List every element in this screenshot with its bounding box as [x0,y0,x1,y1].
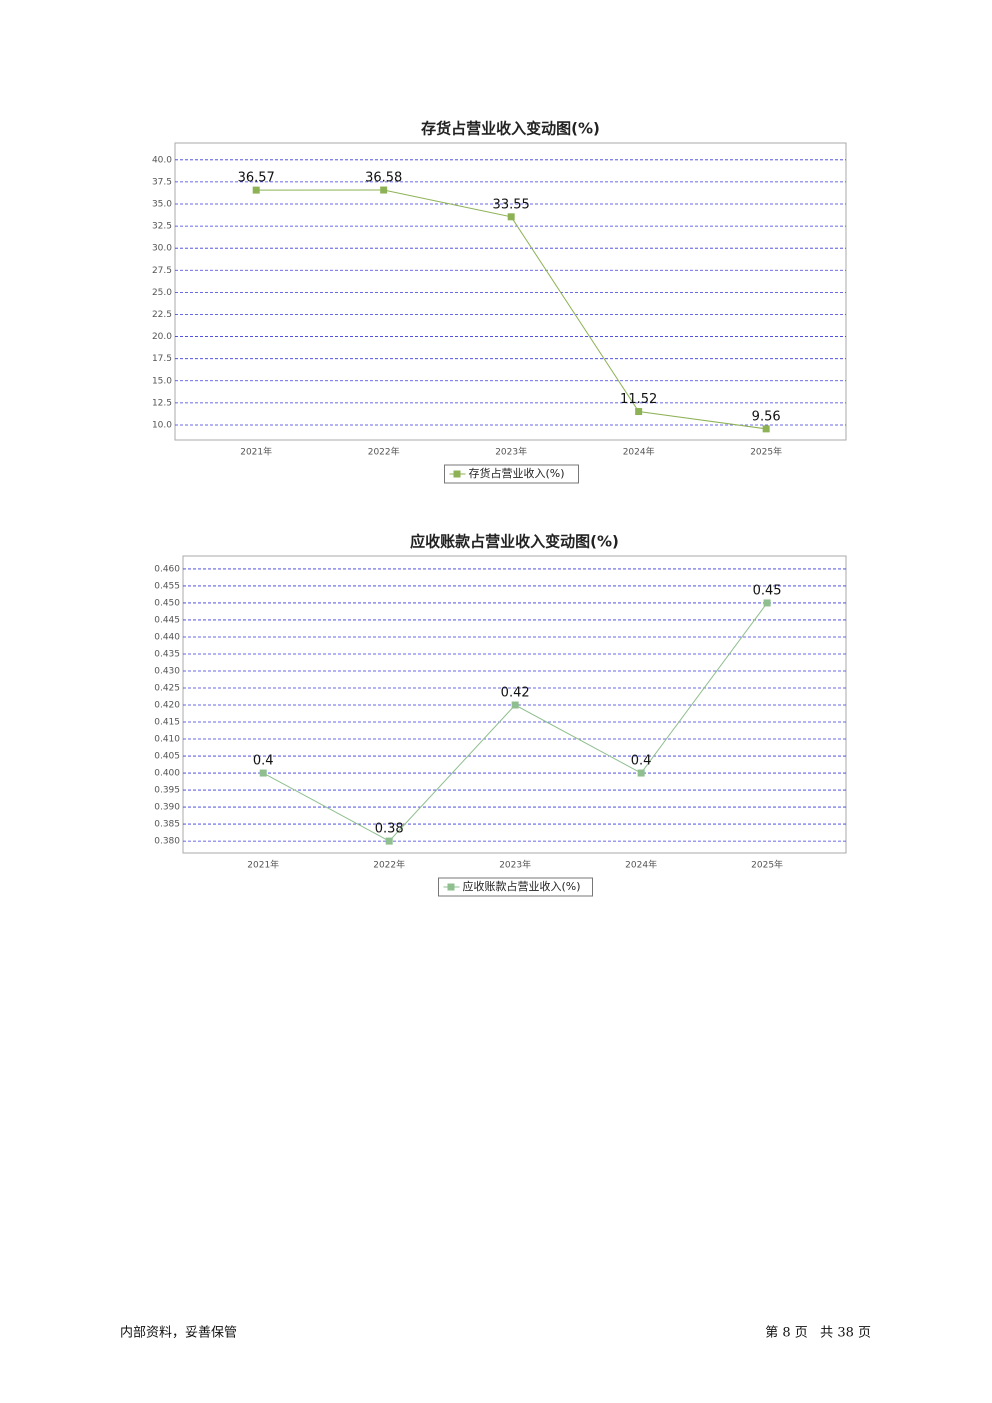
y-tick-label: 0.430 [154,666,180,676]
y-tick-label: 0.390 [154,803,180,813]
data-label: 36.58 [365,171,402,186]
y-tick-label: 0.460 [154,564,180,574]
marker [635,408,643,416]
x-tick-label: 2024年 [625,859,657,871]
marker [507,213,515,221]
chart-title: 存货占营业收入变动图(%) [421,120,600,138]
y-tick-label: 0.405 [154,752,180,762]
x-tick-label: 2022年 [373,859,405,871]
legend-label: 存货占营业收入(%) [469,466,565,480]
y-tick-label: 0.435 [154,649,180,659]
marker [762,425,770,433]
y-tick-label: 20.0 [152,332,172,342]
y-tick-label: 37.5 [152,177,172,187]
marker [637,769,645,777]
footer-note: 内部资料，妥善保管 [120,1325,237,1341]
y-tick-label: 0.410 [154,735,180,745]
legend-box [444,464,579,484]
data-label: 33.55 [493,197,530,212]
x-tick-label: 2024年 [623,446,655,458]
chart-title: 应收账款占营业收入变动图(%) [410,533,619,551]
data-label: 36.57 [238,171,275,186]
data-label: 0.45 [753,583,782,598]
x-tick-label: 2025年 [750,446,782,458]
marker [763,599,771,607]
y-tick-label: 27.5 [152,266,172,276]
y-tick-label: 0.400 [154,769,180,779]
data-label: 0.4 [253,754,274,769]
y-tick-label: 0.455 [154,581,180,591]
y-tick-label: 35.0 [152,199,172,209]
y-tick-label: 0.445 [154,615,180,625]
x-tick-label: 2021年 [247,859,279,871]
marker [385,837,393,845]
y-tick-label: 0.380 [154,837,180,847]
y-tick-label: 32.5 [152,222,172,232]
marker [380,186,388,194]
marker [511,701,519,709]
y-tick-label: 15.0 [152,376,172,386]
y-tick-label: 0.395 [154,786,180,796]
marker [252,186,260,194]
x-tick-label: 2022年 [368,446,400,458]
data-label: 9.56 [752,409,781,424]
y-tick-label: 30.0 [152,244,172,254]
legend-box [438,877,593,897]
y-tick-label: 0.450 [154,598,180,608]
x-tick-label: 2021年 [240,446,272,458]
y-tick-label: 25.0 [152,288,172,298]
y-tick-label: 0.440 [154,632,180,642]
y-tick-label: 40.0 [152,155,172,165]
data-label: 0.38 [375,822,404,837]
y-tick-label: 0.385 [154,820,180,830]
x-tick-label: 2023年 [495,446,527,458]
x-tick-label: 2023年 [499,859,531,871]
data-label: 0.4 [631,754,652,769]
legend-marker [453,470,461,478]
x-tick-label: 2025年 [751,859,783,871]
data-label: 0.42 [501,686,530,701]
y-tick-label: 0.420 [154,701,180,711]
y-tick-label: 0.425 [154,684,180,694]
legend-marker [447,883,455,891]
legend-label: 应收账款占营业收入(%) [463,879,581,893]
y-tick-label: 17.5 [152,354,172,364]
y-tick-label: 22.5 [152,310,172,320]
y-tick-label: 12.5 [152,398,172,408]
page-number: 第 8 页 共 38 页 [765,1326,871,1341]
y-tick-label: 10.0 [152,420,172,430]
y-tick-label: 0.415 [154,718,180,728]
marker [259,769,267,777]
data-label: 11.52 [620,392,657,407]
plot-area [174,142,847,441]
